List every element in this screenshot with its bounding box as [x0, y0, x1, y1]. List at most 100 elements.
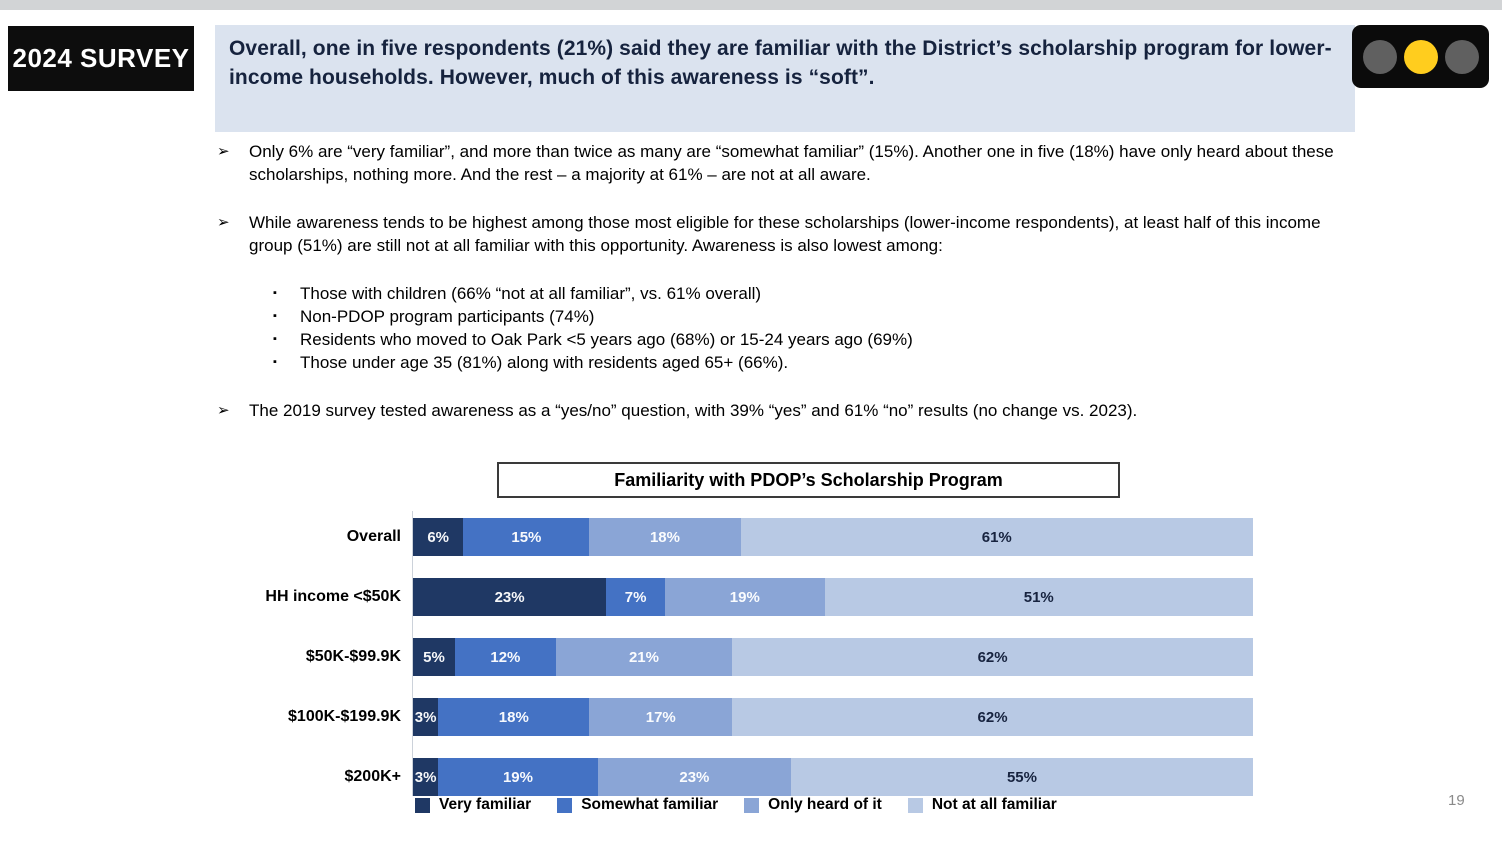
stacked-bar: 3% 19% 23% 55% — [413, 758, 1253, 796]
segment-value-label: 51% — [1023, 588, 1054, 606]
legend-swatch-icon — [744, 797, 760, 813]
bullet-item-2: ➢ While awareness tends to be highest am… — [217, 211, 1359, 257]
bar-segment-very-familiar: 5% — [413, 638, 455, 676]
legend-label: Not at all familiar — [931, 796, 1057, 813]
bar-segment-very-familiar: 3% — [413, 698, 439, 736]
segment-value-label: 5% — [423, 648, 445, 666]
segment-value-label: 6% — [427, 528, 450, 546]
bar-segment-not-at-all-familiar: 61% — [740, 518, 1253, 556]
traffic-light-dot-left — [1362, 39, 1397, 74]
legend-item: Somewhat familiar — [557, 796, 718, 814]
segment-value-label: 61% — [981, 528, 1012, 546]
stacked-bar: 3% 18% 17% 62% — [413, 698, 1253, 736]
bullet-item-3: ➢ The 2019 survey tested awareness as a … — [217, 399, 1359, 422]
chart-row: $200K+ 3% 19% 23% 55% — [218, 758, 1253, 796]
bar-segment-not-at-all-familiar: 51% — [824, 578, 1253, 616]
sub-bullet-text-4: Those under age 35 (81%) along with resi… — [300, 353, 789, 372]
legend-item: Very familiar — [415, 796, 531, 814]
header-band: Overall, one in five respondents (21%) s… — [215, 25, 1355, 132]
sub-bullet-list: ▪ Those with children (66% “not at all f… — [273, 282, 1359, 374]
legend-swatch-icon — [907, 797, 923, 813]
category-label: $100K-$199.9K — [288, 708, 401, 725]
arrow-bullet-icon: ➢ — [217, 214, 230, 231]
stacked-bar-chart: Overall 6% 15% 18% 61% HH income <$50K 23% 7% 19… — [218, 518, 1253, 818]
page-number: 19 — [1448, 792, 1465, 809]
bar-segment-somewhat-familiar: 18% — [438, 698, 590, 736]
segment-value-label: 17% — [645, 708, 676, 726]
bar-segment-only-heard-of-it: 17% — [589, 698, 733, 736]
segment-value-label: 62% — [977, 708, 1008, 726]
category-label: $50K-$99.9K — [305, 648, 401, 665]
bar-segment-somewhat-familiar: 15% — [463, 518, 590, 556]
legend-swatch-icon — [415, 797, 430, 813]
segment-value-label: 23% — [679, 768, 710, 786]
bullet-text-2: While awareness tends to be highest amon… — [249, 213, 1321, 255]
survey-year-badge: 2024 SURVEY — [8, 26, 194, 91]
segment-value-label: 3% — [414, 708, 437, 726]
legend-label: Only heard of it — [768, 796, 882, 813]
bar-segment-somewhat-familiar: 12% — [455, 638, 556, 676]
arrow-bullet-icon: ➢ — [217, 402, 230, 419]
bar-segment-only-heard-of-it: 19% — [664, 578, 825, 616]
sub-bullet-item-3: ▪ Residents who moved to Oak Park <5 yea… — [273, 328, 1359, 351]
segment-value-label: 21% — [628, 648, 659, 666]
category-label: HH income <$50K — [265, 588, 401, 605]
bar-segment-only-heard-of-it: 21% — [555, 638, 733, 676]
sub-bullet-text-1: Those with children (66% “not at all fam… — [300, 284, 762, 303]
sub-bullet-item-4: ▪ Those under age 35 (81%) along with re… — [273, 351, 1359, 374]
bar-segment-very-familiar: 23% — [413, 578, 607, 616]
stacked-bar: 6% 15% 18% 61% — [413, 518, 1253, 556]
sub-bullet-text-2: Non-PDOP program participants (74%) — [300, 307, 595, 326]
body-text-block: ➢ Only 6% are “very familiar”, and more … — [217, 140, 1359, 422]
segment-value-label: 19% — [502, 768, 533, 786]
sub-bullet-item-1: ▪ Those with children (66% “not at all f… — [273, 282, 1359, 305]
bullet-text-3: The 2019 survey tested awareness as a “y… — [249, 401, 1138, 420]
survey-year-badge-label: 2024 SURVEY — [12, 43, 190, 73]
legend-swatch-icon — [557, 797, 573, 813]
bar-segment-not-at-all-familiar: 62% — [732, 638, 1253, 676]
bar-segment-very-familiar: 3% — [413, 758, 439, 796]
slide-top-edge — [0, 0, 1502, 10]
segment-value-label: 3% — [414, 768, 437, 786]
bar-segment-somewhat-familiar: 7% — [606, 578, 665, 616]
square-bullet-icon: ▪ — [273, 356, 277, 368]
chart-row: $50K-$99.9K 5% 12% 21% 62% — [218, 638, 1253, 676]
slide-title: Overall, one in five respondents (21%) s… — [229, 37, 1332, 89]
bar-segment-not-at-all-familiar: 62% — [732, 698, 1253, 736]
segment-value-label: 18% — [649, 528, 680, 546]
bullet-item-1: ➢ Only 6% are “very familiar”, and more … — [217, 140, 1359, 186]
traffic-light-icon — [1352, 25, 1489, 88]
segment-value-label: 7% — [624, 588, 647, 606]
chart-title: Familiarity with PDOP’s Scholarship Prog… — [614, 469, 1003, 490]
segment-value-label: 62% — [977, 648, 1008, 666]
segment-value-label: 12% — [490, 648, 521, 666]
stacked-bar: 5% 12% 21% 62% — [413, 638, 1253, 676]
square-bullet-icon: ▪ — [273, 333, 277, 345]
bar-segment-only-heard-of-it: 23% — [597, 758, 791, 796]
legend-label: Very familiar — [439, 796, 532, 813]
segment-value-label: 19% — [729, 588, 760, 606]
chart-rows: Overall 6% 15% 18% 61% HH income <$50K 23% 7% 19… — [218, 518, 1253, 796]
bar-segment-only-heard-of-it: 18% — [589, 518, 741, 556]
segment-value-label: 15% — [511, 528, 542, 546]
traffic-light-dot-right — [1444, 39, 1479, 74]
square-bullet-icon: ▪ — [273, 310, 277, 322]
sub-bullet-text-3: Residents who moved to Oak Park <5 years… — [300, 330, 913, 349]
segment-value-label: 23% — [494, 588, 525, 606]
bullet-text-1: Only 6% are “very familiar”, and more th… — [249, 142, 1334, 184]
sub-bullet-item-2: ▪ Non-PDOP program participants (74%) — [273, 305, 1359, 328]
segment-value-label: 55% — [1006, 768, 1037, 786]
square-bullet-icon: ▪ — [273, 287, 277, 299]
chart-row: HH income <$50K 23% 7% 19% 51% — [218, 578, 1253, 616]
legend-item: Not at all familiar — [907, 796, 1057, 814]
segment-value-label: 18% — [498, 708, 529, 726]
chart-legend: Very familiar Somewhat familiar Only heard… — [415, 796, 1057, 814]
category-label: $200K+ — [344, 768, 402, 785]
bar-segment-very-familiar: 6% — [413, 518, 464, 556]
chart-axis-line — [412, 511, 413, 796]
legend-item: Only heard of it — [744, 796, 882, 814]
category-label: Overall — [346, 528, 401, 545]
bar-segment-not-at-all-familiar: 55% — [790, 758, 1253, 796]
chart-row: Overall 6% 15% 18% 61% — [218, 518, 1253, 556]
